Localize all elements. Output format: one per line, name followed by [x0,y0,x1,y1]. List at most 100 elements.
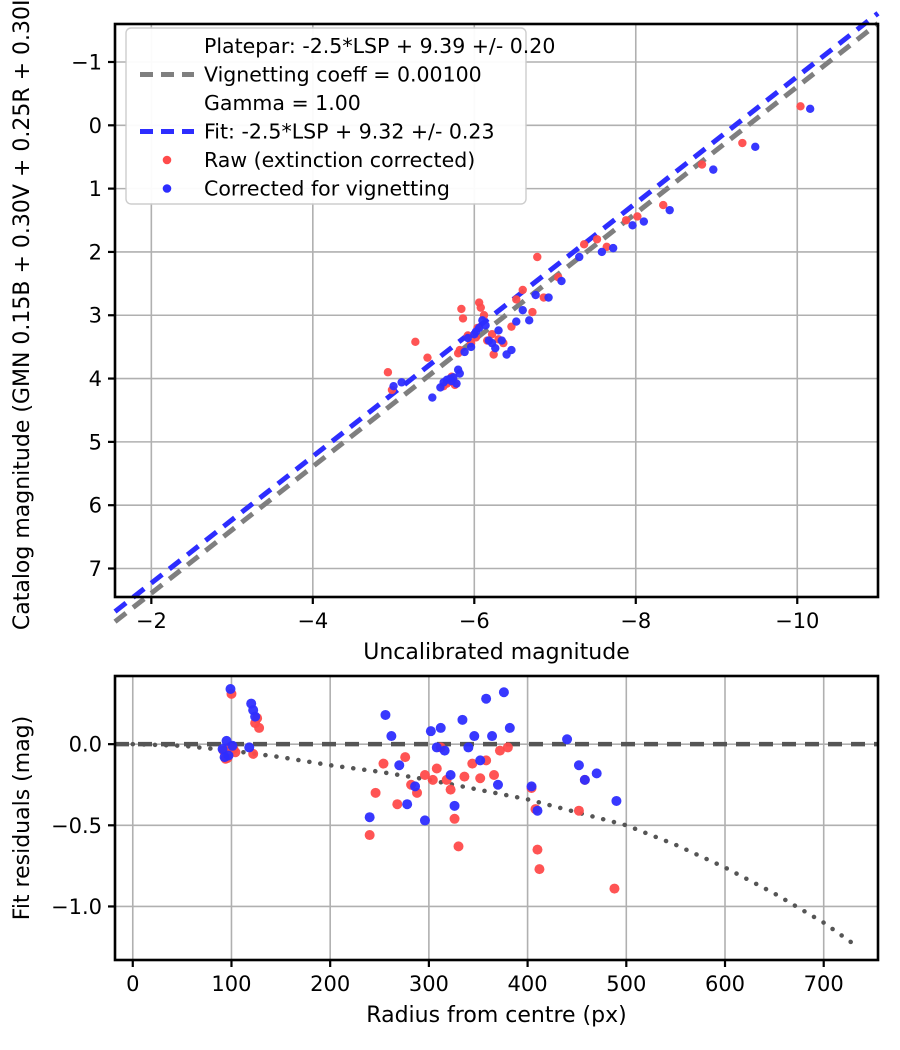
data-point [254,722,265,733]
top-y-axis-label: Catalog magnitude (GMN 0.15B + 0.30V + 0… [10,0,35,630]
fit-residuals-axes: 0 100 200 300 400 500 600 700 0.0 −0.5 −1.0 Radius … [10,674,880,1028]
data-point [579,240,589,249]
legend-label: Corrected for vignetting [204,177,450,201]
data-point [453,841,464,852]
data-point [223,750,234,761]
data-point [425,726,436,737]
corrected-residual-series [217,683,622,826]
data-point [697,160,707,169]
top-axes-frame [113,22,880,599]
data-point [738,138,747,148]
data-point [533,252,542,262]
data-point [573,805,584,816]
x-tick-label: −4 [297,609,328,633]
data-point [370,787,381,798]
y-tick-label: 6 [89,494,102,518]
data-point [489,769,500,780]
data-point [611,795,622,806]
x-tick-label: −8 [620,609,651,633]
data-point [512,317,521,326]
data-point [431,742,442,753]
y-tick-label: 0 [89,114,102,138]
data-point [445,769,456,780]
data-point [431,763,442,774]
data-point [427,774,438,785]
data-point [507,345,516,355]
data-point [457,714,468,725]
data-point [449,813,460,824]
data-point [579,774,590,785]
data-point [544,293,553,302]
data-point [518,305,527,315]
x-tick-label: 300 [409,972,449,996]
data-point [534,864,545,875]
data-point [502,742,513,753]
data-point [525,316,534,325]
bottom-y-axis-label: Fit residuals (mag) [10,716,35,920]
y-tick-label: 7 [89,557,102,581]
data-point [227,740,238,751]
y-tick-label: 0.0 [69,733,102,757]
data-point [463,742,474,753]
data-point [639,217,649,226]
data-point [491,343,500,353]
y-tick-label: 3 [89,304,102,328]
data-point [528,307,537,317]
legend-entry: Raw (extinction corrected) [162,148,475,172]
x-tick-label: −10 [775,609,819,633]
x-tick-label: 100 [211,972,251,996]
y-tick-label: 2 [89,240,102,264]
data-point [489,350,498,359]
data-point [475,755,486,766]
data-point [217,744,228,755]
data-point [476,303,485,312]
data-point [526,781,537,792]
data-point [532,805,543,816]
data-point [487,731,498,742]
data-point [410,781,421,792]
legend-label: Vignetting coeff = 0.00100 [204,63,482,87]
data-point [402,799,413,810]
data-point [452,379,461,388]
data-point [659,200,668,210]
data-point [397,378,406,387]
data-point [250,711,261,722]
data-point [531,290,540,300]
data-point [244,742,255,753]
data-point [497,336,506,345]
data-point [633,212,642,221]
data-point [532,844,543,855]
bottom-x-axis-label: Radius from centre (px) [366,1003,626,1028]
legend-entry: Corrected for vignetting [162,177,450,201]
y-tick-label: 4 [89,367,102,391]
bottom-axes-frame [113,674,880,962]
x-tick-label: 700 [804,972,844,996]
data-point [386,731,397,742]
legend-blue-dot-icon [162,184,172,193]
data-point [380,709,391,720]
data-point [364,812,375,823]
data-point [423,353,432,362]
data-point [428,393,437,402]
data-point [411,337,420,347]
legend-red-dot-icon [162,155,172,165]
data-point [592,235,602,244]
data-point [665,205,674,215]
data-point [504,722,515,733]
data-point [562,734,573,745]
data-point [457,304,466,314]
legend-entry: Platepar: -2.5*LSP + 9.39 +/- 0.20 [204,34,555,58]
data-point [474,323,484,333]
data-point [751,142,760,152]
data-point [475,773,486,784]
data-point [394,760,405,771]
data-point [435,722,446,733]
fit-line [113,11,880,614]
data-point [389,381,398,391]
data-point [591,768,602,779]
x-tick-label: 400 [508,972,548,996]
data-point [494,326,503,335]
x-tick-label: −6 [459,609,490,633]
